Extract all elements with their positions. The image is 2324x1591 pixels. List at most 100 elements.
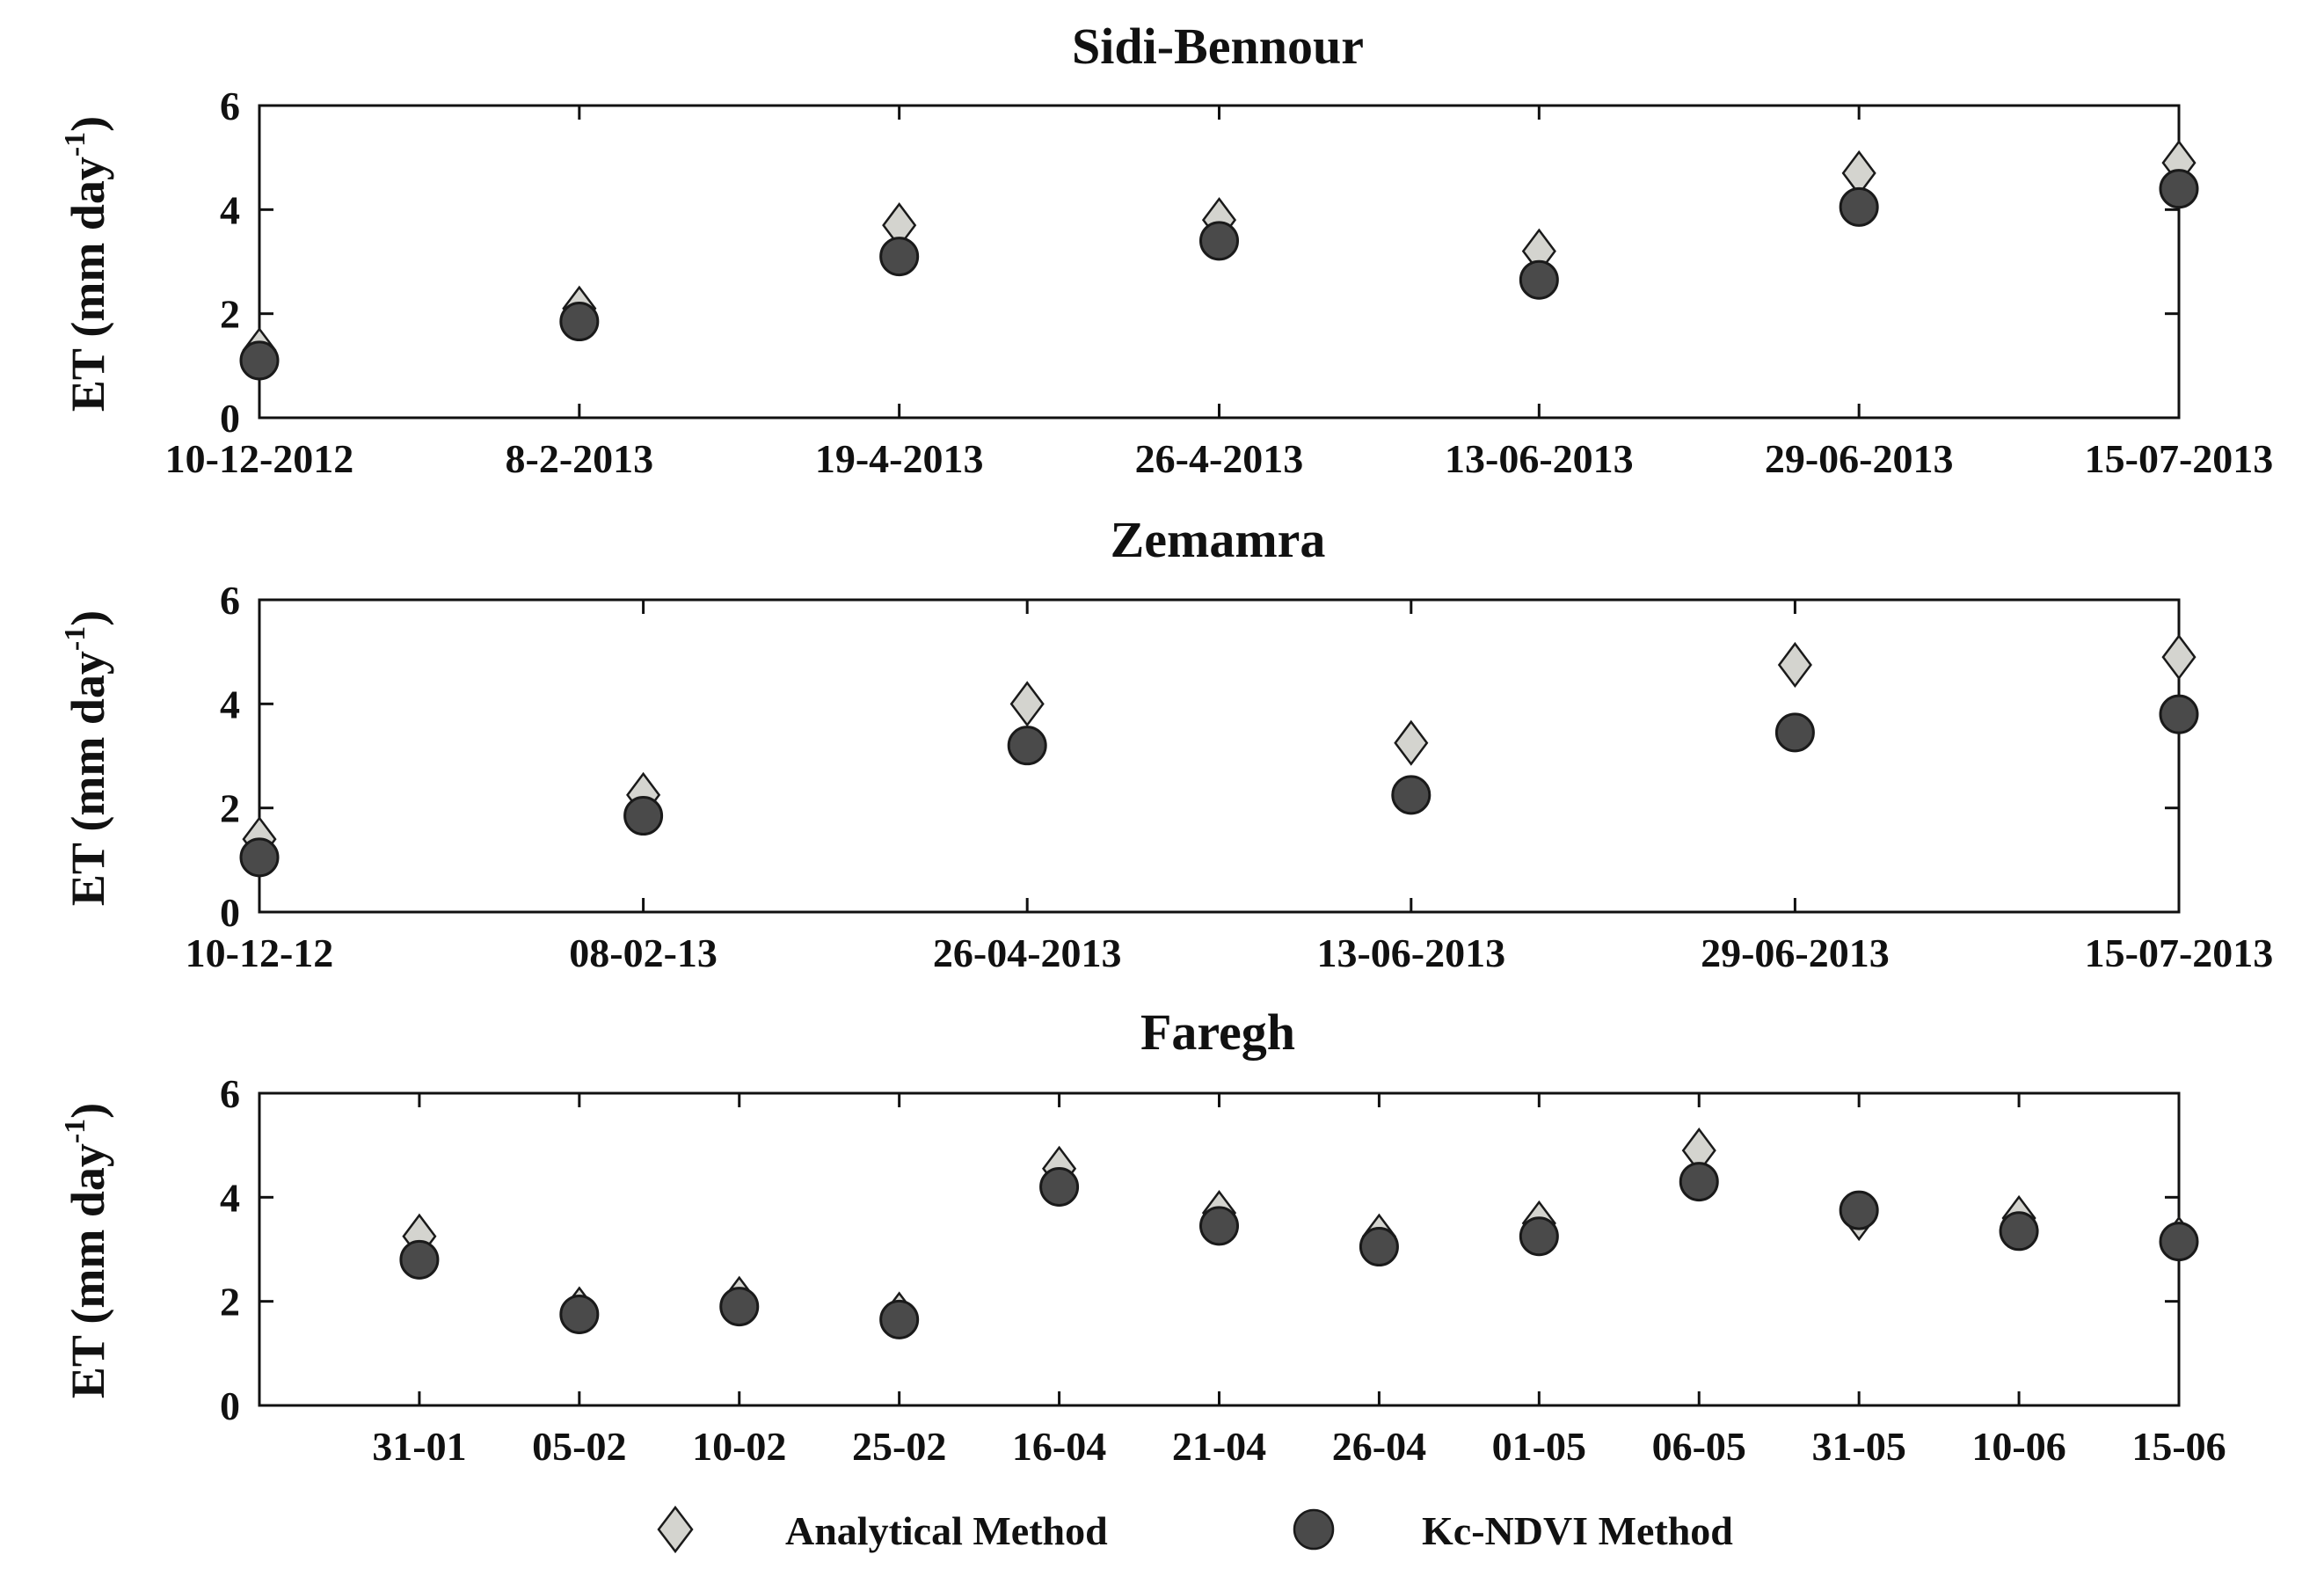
kcndvi-point <box>1774 712 1815 753</box>
x-axis-faregh: 31-01 05-02 10-02 25-02 16-04 21-04 26-04 01-05… <box>372 1093 2226 1469</box>
x-axis-zemamra: 10-12-12 08-02-13 26-04-2013 13-06-2013 29-0… <box>186 600 2274 975</box>
y-axis-label-sup: -1 <box>59 1119 91 1143</box>
y-tick-label: 4 <box>220 682 240 726</box>
legend-label-analytical: Analytical Method <box>785 1508 1108 1553</box>
x-tick-label: 31-05 <box>1812 1424 1906 1469</box>
y-axis-label-close: ) <box>62 1103 114 1119</box>
y-axis-label-sup: -1 <box>59 132 91 157</box>
kcndvi-point <box>879 237 920 277</box>
y-tick-label: 0 <box>220 396 240 441</box>
y-tick-label: 2 <box>220 1280 240 1325</box>
y-tick-label: 4 <box>220 1175 240 1220</box>
data-marks-zemamra <box>239 633 2199 878</box>
x-tick-label: 15-07-2013 <box>2085 436 2274 481</box>
plot-frame-sidi-bennour <box>258 104 2181 420</box>
y-tick-label: 0 <box>220 890 240 935</box>
kcndvi-point <box>1519 259 1559 300</box>
x-tick-label: 16-04 <box>1012 1424 1106 1469</box>
kcndvi-point <box>2159 694 2199 734</box>
kcndvi-point <box>879 1299 920 1339</box>
panel-title-sidi-bennour: Sidi-Bennour <box>1072 18 1364 75</box>
kcndvi-point <box>559 1294 600 1334</box>
kcndvi-point <box>559 302 600 342</box>
y-axis-label-main: ET (mm day <box>62 1143 114 1398</box>
y-tick-label: 2 <box>220 786 240 831</box>
x-tick-label: 10-06 <box>1971 1424 2065 1469</box>
plot-frame-zemamra <box>258 598 2181 914</box>
y-axis-label-faregh: ET (mm day-1) <box>59 1103 114 1398</box>
y-axis-label-main: ET (mm day <box>62 157 114 412</box>
y-axis-zemamra: 0 2 4 6 <box>220 578 2179 935</box>
x-tick-label: 8-2-2013 <box>506 436 654 481</box>
panel-zemamra: Zemamra ET (mm day-1) 0 2 4 6 10-12-12 08-02… <box>59 511 2273 975</box>
y-axis-label-zemamra: ET (mm day-1) <box>59 610 114 906</box>
panel-faregh: Faregh ET (mm day-1) 0 2 4 6 31-01 05-02 10-0… <box>59 1003 2226 1469</box>
panel-title-faregh: Faregh <box>1140 1003 1295 1061</box>
y-tick-label: 6 <box>220 84 240 128</box>
kcndvi-point <box>623 796 664 836</box>
x-tick-label: 08-02-13 <box>569 931 718 975</box>
kcndvi-point <box>1199 1206 1239 1246</box>
x-tick-label: 10-02 <box>692 1424 786 1469</box>
data-marks-sidi-bennour <box>239 139 2199 381</box>
y-axis-label-sidi-bennour: ET (mm day-1) <box>59 116 114 412</box>
x-tick-label: 01-05 <box>1492 1424 1586 1469</box>
kcndvi-point <box>1839 186 1879 227</box>
kcndvi-point <box>719 1287 760 1327</box>
analytical-point <box>2161 633 2197 681</box>
kcndvi-point <box>239 340 280 381</box>
circle-marker-icon <box>1293 1508 1335 1551</box>
x-tick-label: 31-01 <box>372 1424 466 1469</box>
kcndvi-point <box>239 837 280 878</box>
x-axis-sidi-bennour: 10-12-2012 8-2-2013 19-4-2013 26-4-2013 13-0… <box>165 106 2274 481</box>
kcndvi-point <box>1199 221 1239 261</box>
x-tick-label: 29-06-2013 <box>1765 436 1954 481</box>
y-axis-label-close: ) <box>62 116 114 132</box>
kcndvi-point <box>1839 1190 1879 1230</box>
kcndvi-point <box>399 1239 440 1280</box>
data-marks-faregh <box>399 1128 2199 1339</box>
y-axis-label-sup: -1 <box>59 626 91 651</box>
y-axis-label-close: ) <box>62 610 114 626</box>
kcndvi-point <box>1679 1162 1719 1202</box>
y-tick-label: 4 <box>220 187 240 232</box>
kcndvi-point <box>1999 1211 2039 1252</box>
x-tick-label: 13-06-2013 <box>1445 436 1634 481</box>
y-tick-label: 2 <box>220 292 240 337</box>
kcndvi-point <box>1519 1216 1559 1257</box>
kcndvi-point <box>2159 1222 2199 1262</box>
kcndvi-point <box>1359 1227 1399 1267</box>
x-tick-label: 10-12-2012 <box>165 436 354 481</box>
kcndvi-point <box>1039 1167 1080 1207</box>
y-axis-label-main: ET (mm day <box>62 651 114 906</box>
legend-label-kcndvi: Kc-NDVI Method <box>1422 1508 1733 1553</box>
x-tick-label: 15-07-2013 <box>2085 931 2274 975</box>
x-tick-label: 29-06-2013 <box>1701 931 1890 975</box>
kcndvi-point <box>1391 775 1432 815</box>
y-tick-label: 6 <box>220 1071 240 1116</box>
x-tick-label: 26-04 <box>1332 1424 1426 1469</box>
panel-sidi-bennour: Sidi-Bennour ET (mm day-1) 0 2 4 6 10-12-20… <box>59 18 2273 481</box>
analytical-point <box>1777 641 1812 689</box>
analytical-point <box>1009 681 1045 727</box>
y-axis-sidi-bennour: 0 2 4 6 <box>220 84 2179 441</box>
panel-title-zemamra: Zemamra <box>1111 511 1326 568</box>
x-tick-label: 06-05 <box>1652 1424 1746 1469</box>
kcndvi-point <box>2159 169 2199 209</box>
analytical-point <box>1394 719 1429 766</box>
x-tick-label: 25-02 <box>852 1424 946 1469</box>
x-tick-label: 15-06 <box>2131 1424 2226 1469</box>
x-tick-label: 10-12-12 <box>186 931 334 975</box>
kcndvi-point <box>1007 726 1047 766</box>
x-tick-label: 26-4-2013 <box>1135 436 1304 481</box>
plot-frame-faregh <box>258 1091 2181 1407</box>
x-tick-label: 26-04-2013 <box>933 931 1122 975</box>
diamond-marker-icon <box>657 1505 694 1554</box>
y-tick-label: 6 <box>220 578 240 623</box>
x-tick-label: 21-04 <box>1172 1424 1266 1469</box>
legend: Analytical Method Kc-NDVI Method <box>657 1505 1733 1554</box>
x-tick-label: 13-06-2013 <box>1316 931 1505 975</box>
x-tick-label: 19-4-2013 <box>815 436 984 481</box>
x-tick-label: 05-02 <box>532 1424 626 1469</box>
